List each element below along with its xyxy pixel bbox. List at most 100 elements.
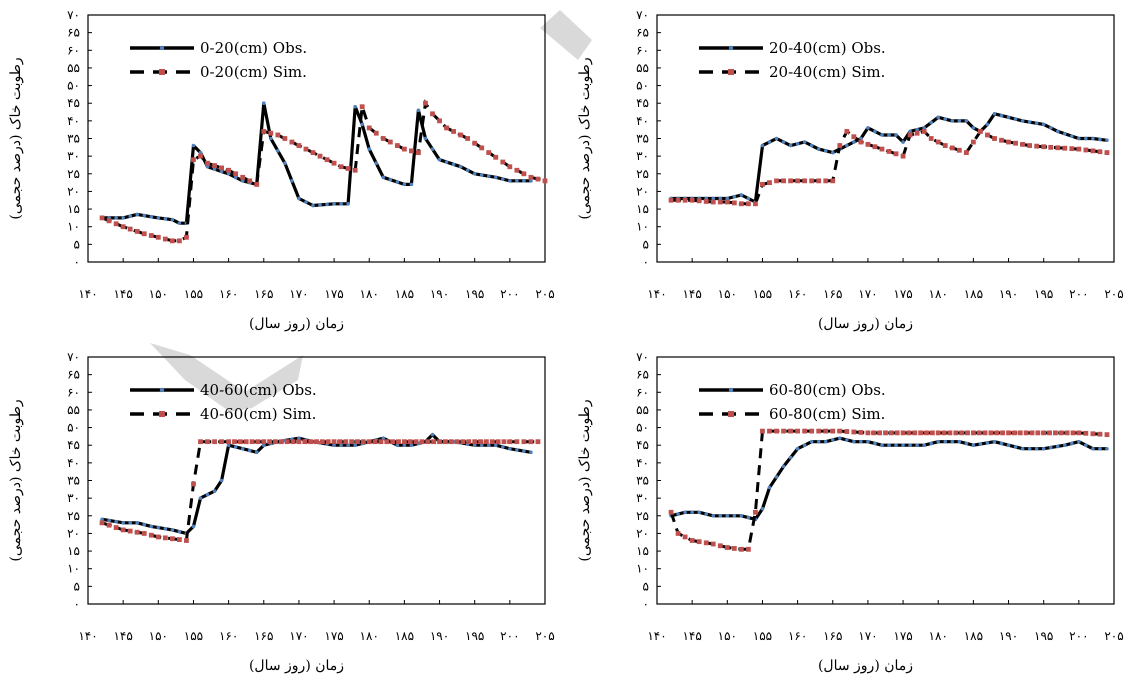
data-point-obs [276,149,280,153]
y-tick-label: ۱۰ [67,562,80,576]
y-axis-title: رطوبت خاک (درصد حجمی) [8,57,24,219]
data-point-sim [148,532,154,538]
legend-label: 0-20(cm) Obs. [200,39,307,57]
x-tick-label: ۱۸۰ [929,287,948,301]
data-point-obs [191,143,196,148]
data-point-obs [135,521,140,525]
data-point-obs [501,177,505,181]
data-point-obs [718,513,723,518]
data-point-obs [1027,446,1032,451]
x-tick-label: ۱۵۵ [753,287,772,301]
data-point-sim [746,546,751,552]
data-point-sim [430,111,435,117]
x-tick-label: ۱۶۵ [254,629,273,643]
data-point-sim [127,226,133,232]
data-point-sim [999,137,1004,143]
data-point-sim [352,167,358,173]
data-point-sim [921,129,927,134]
data-point-sim [237,439,243,445]
data-point-obs [529,450,533,455]
data-point-obs [121,521,125,525]
x-tick-label: ۱۹۵ [1034,629,1053,643]
data-point-sim [314,439,319,445]
x-tick-label: ۱۴۵ [113,629,132,643]
data-point-sim [240,174,246,180]
x-tick-label: ۱۷۵ [893,287,912,301]
data-point-obs [894,133,898,137]
data-point-obs [999,441,1004,446]
data-point-sim [1097,149,1103,155]
data-point-obs [795,141,800,146]
data-point-sim [113,525,119,530]
data-point-sim [359,104,365,110]
data-point-sim [959,430,965,436]
data-point-sim [724,545,730,550]
data-point-obs [1006,443,1011,448]
data-point-obs [493,175,498,180]
data-point-sim [416,150,421,156]
data-point-sim [871,430,877,436]
data-point-sim [413,439,419,445]
y-tick-label: ۱۵ [636,544,649,558]
data-point-obs [100,517,104,522]
data-point-sim [507,439,513,445]
y-tick-label: ۱۵ [67,544,80,558]
data-point-sim [928,136,934,141]
data-point-sim [407,439,413,445]
x-tick-label: ۱۹۵ [465,629,484,643]
legend-label: 0-20(cm) Sim. [200,63,307,81]
data-point-sim [493,154,499,160]
data-point-sim [941,430,947,436]
data-point-sim [788,178,793,184]
data-point-obs [971,443,976,448]
data-point-sim [284,439,290,445]
data-point-obs [1091,136,1095,141]
data-point-sim [929,430,935,436]
data-point-sim [444,125,449,131]
data-point-obs [529,179,533,183]
x-tick-label: ۱۵۰ [718,287,737,301]
data-point-sim [507,164,513,170]
data-point-sim [212,163,217,168]
data-point-obs [1084,443,1088,448]
data-point-sim [900,153,906,159]
data-point-sim [338,164,344,170]
x-tick-label: ۱۵۵ [753,629,772,643]
data-point-sim [310,150,316,156]
data-point-sim [760,428,765,434]
data-point-obs [465,168,470,173]
data-point-sim [535,176,541,182]
data-point-obs [423,136,428,141]
data-point-sim [788,428,793,434]
y-tick-label: ۶۵ [67,368,80,382]
data-point-obs [142,522,147,527]
data-point-obs [915,443,919,448]
data-point-obs [402,443,407,448]
data-point-sim [419,439,425,445]
y-tick-label: ۱۰ [67,220,80,234]
data-point-sim [1000,430,1006,436]
data-point-sim [380,136,386,141]
y-tick-label: ۶۰ [67,385,80,399]
y-tick-label: ۰ [643,597,649,611]
data-point-obs [177,529,182,534]
data-point-sim [953,430,959,436]
data-point-obs [1062,131,1067,136]
data-point-sim [682,197,688,203]
data-point-obs [950,439,955,444]
y-tick-label: ۱۰ [636,562,649,576]
data-point-sim [233,171,239,177]
x-tick-label: ۲۰۵ [1104,287,1123,301]
data-point-sim [942,143,948,148]
data-point-sim [830,428,836,434]
data-point-obs [121,216,125,220]
data-point-obs [845,438,849,442]
data-point-sim [970,139,976,145]
data-point-sim [177,238,182,244]
chart-panel-3: ۰ ۵ ۱۰ ۱۵ ۲۰ ۲۵ ۳۰ ۳۵ ۴۰ ۴۵ ۵۰ ۵۵ ۶۰ ۶۵ ۷۰ ۱۴۰ ۱۴۵ ۱۵۰ ۱۵۵… [8,350,555,674]
data-point-sim [858,430,864,435]
data-point-sim [431,439,437,445]
data-point-sim [378,439,384,445]
data-point-sim [1006,430,1011,436]
data-point-obs [1098,137,1102,142]
